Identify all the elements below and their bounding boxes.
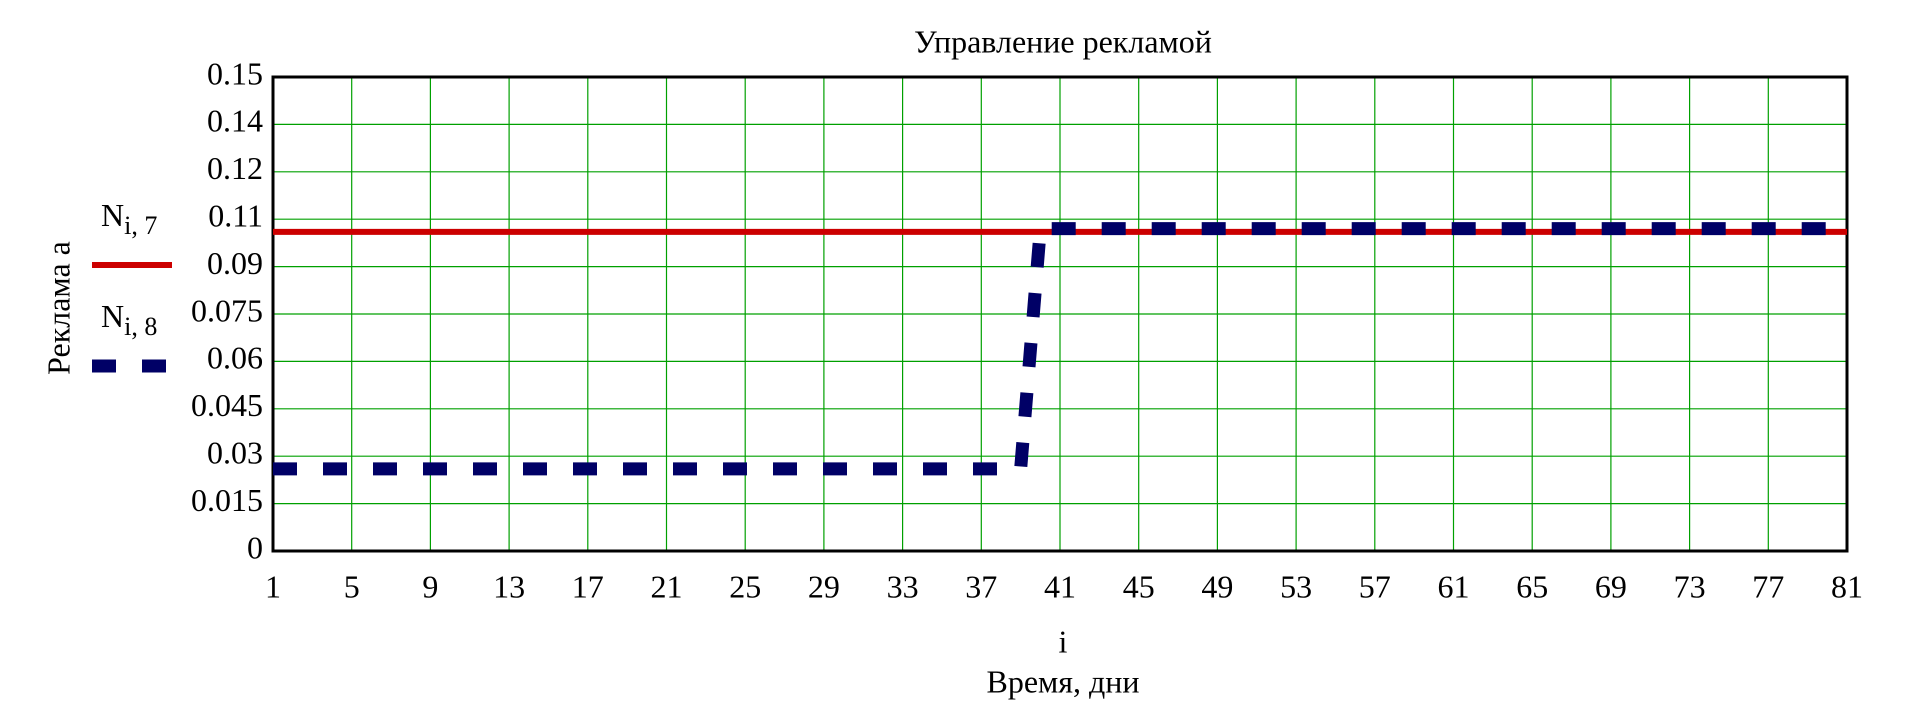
- y-tick-label: 0: [247, 529, 263, 565]
- x-tick-label: 65: [1516, 568, 1548, 604]
- y-tick-label: 0.075: [191, 292, 263, 328]
- y-tick-label: 0.045: [191, 387, 263, 423]
- x-tick-label: 77: [1752, 568, 1784, 604]
- x-tick-label: 13: [493, 568, 525, 604]
- legend-name: N: [101, 197, 124, 233]
- x-tick-label: 37: [965, 568, 997, 604]
- legend-name: N: [101, 298, 124, 334]
- y-tick-label: 0.11: [208, 198, 263, 234]
- y-tick-label: 0.06: [207, 340, 263, 376]
- x-tick-label: 17: [572, 568, 604, 604]
- x-tick-label: 57: [1359, 568, 1391, 604]
- series-line: [273, 222, 1847, 476]
- x-tick-label: 69: [1595, 568, 1627, 604]
- x-tick-label: 73: [1674, 568, 1706, 604]
- x-tick-label: 21: [651, 568, 683, 604]
- y-tick-label: 0.14: [207, 103, 263, 139]
- y-tick-label: 0.015: [191, 482, 263, 518]
- x-tick-label: 25: [729, 568, 761, 604]
- plot-frame: [271, 75, 1849, 553]
- x-tick-label: 49: [1201, 568, 1233, 604]
- x-axis-label: Время, дни: [986, 663, 1139, 699]
- legend-label: Ni, 7: [101, 197, 157, 240]
- y-tick-label: 0.03: [207, 435, 263, 471]
- legend-subscript: i, 7: [124, 211, 157, 240]
- x-tick-label: 53: [1280, 568, 1312, 604]
- chart-title: Управление рекламой: [914, 23, 1212, 59]
- x-tick-label: 9: [422, 568, 438, 604]
- y-tick-label: 0.15: [207, 55, 263, 91]
- x-axis-label: i: [1059, 623, 1068, 659]
- x-tick-label: 41: [1044, 568, 1076, 604]
- x-tick-label: 45: [1123, 568, 1155, 604]
- x-tick-label: 81: [1831, 568, 1863, 604]
- x-tick-label: 1: [265, 568, 281, 604]
- legend-label: Ni, 8: [101, 298, 157, 341]
- y-tick-label: 0.12: [207, 150, 263, 186]
- x-tick-label: 5: [344, 568, 360, 604]
- legend-subscript: i, 8: [124, 312, 157, 341]
- x-tick-label: 61: [1438, 568, 1470, 604]
- x-tick-label: 29: [808, 568, 840, 604]
- x-tick-label: 33: [887, 568, 919, 604]
- y-axis-label: Реклама a: [40, 241, 76, 375]
- y-tick-label: 0.09: [207, 245, 263, 281]
